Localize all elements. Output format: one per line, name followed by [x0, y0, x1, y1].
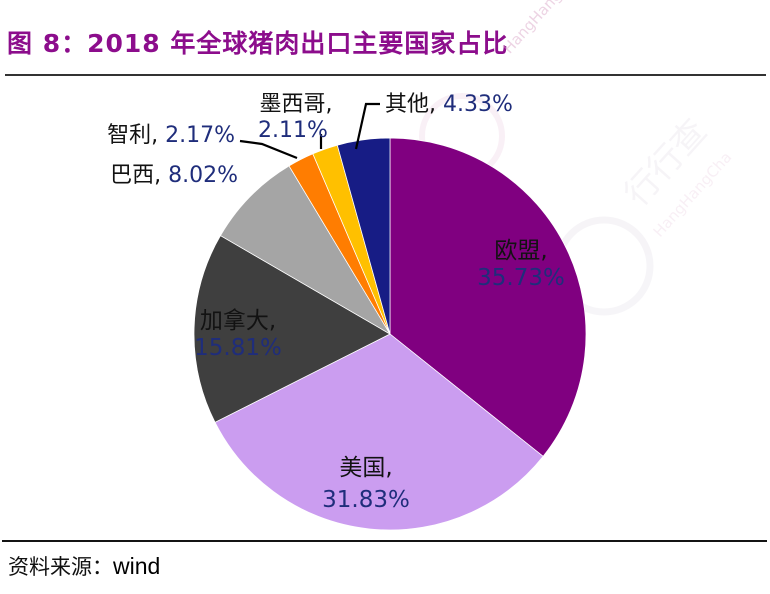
pie-slice-others [336, 137, 391, 335]
slice-label-canada: 加拿大, [200, 307, 276, 334]
slice-label-usa: 美国, [339, 455, 392, 481]
pie-slice-eu [389, 137, 587, 457]
slice-label-mexico: 2.11% [258, 118, 328, 143]
pie-chart: 行行查 HangHangCha HangHangCha 欧盟,35.73%美国,… [107, 92, 735, 531]
figure-title: 图 8：2018 年全球猪肉出口主要国家占比 [7, 29, 509, 58]
source-line: 资料来源：wind [8, 551, 160, 581]
label-leader-lines [239, 102, 380, 160]
slice-label-usa: 31.83% [322, 487, 410, 513]
slice-labels: 欧盟,35.73% 美国, 31.83% 加拿大,15.81% 巴西, 8.02% 智利,… [107, 92, 565, 513]
pie-slice-usa [214, 333, 544, 531]
pie-slices [193, 137, 587, 531]
pie-slice-canada [193, 235, 391, 423]
watermark-text: HangHangCha [499, 0, 585, 58]
slice-label-chile: 智利, 2.17% [107, 123, 235, 148]
source-name: wind [113, 553, 161, 579]
source-divider-line [2, 540, 767, 542]
source-prefix: 资料来源： [8, 555, 113, 579]
leader-line-chile [239, 139, 298, 160]
slice-label-brazil: 巴西, 8.02% [110, 163, 238, 188]
title-divider-line [5, 74, 766, 76]
slice-label-others: 其他, 4.33% [385, 92, 513, 117]
slice-label-eu: 35.73% [477, 265, 565, 291]
leader-line-others [354, 102, 380, 150]
slice-label-canada: 15.81% [194, 335, 282, 361]
slice-label-eu: 欧盟, [494, 238, 547, 264]
slice-label-mexico: 墨西哥, [260, 92, 333, 117]
pie-slice-brazil [219, 165, 391, 335]
